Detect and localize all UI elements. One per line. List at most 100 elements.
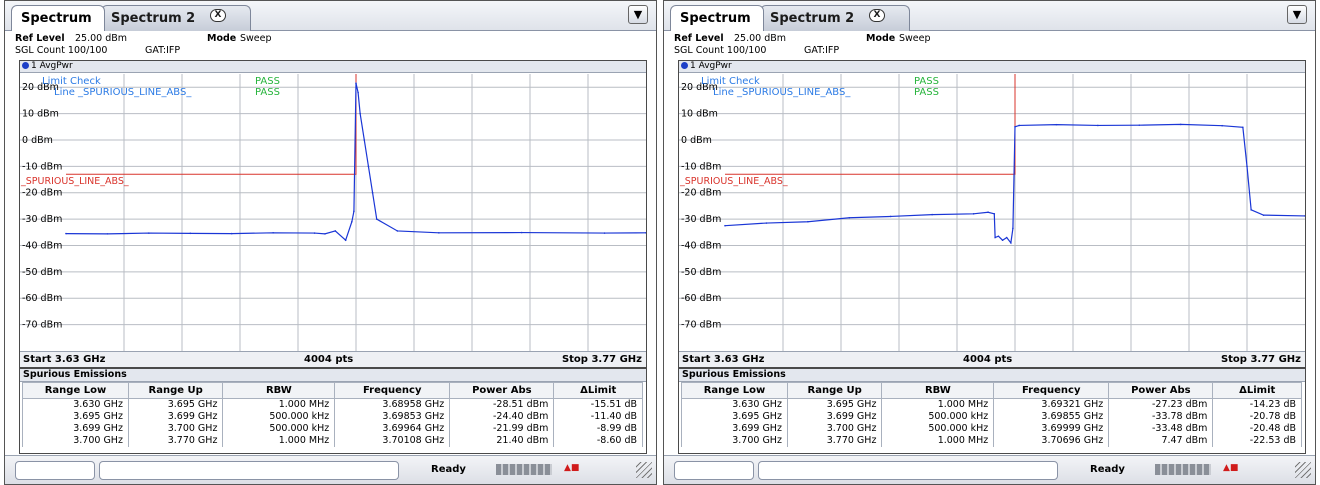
trace-point bbox=[1250, 209, 1252, 211]
table-body: 3.630 GHz 3.695 GHz 1.000 MHz 3.69321 GHz -2… bbox=[681, 398, 1302, 447]
column-header: Power Abs bbox=[449, 382, 555, 399]
limit-line-result: PASS bbox=[914, 87, 939, 98]
table-cell: -20.48 dB bbox=[1212, 422, 1302, 435]
close-icon[interactable]: X bbox=[210, 9, 226, 22]
resize-grip-icon[interactable] bbox=[636, 462, 652, 478]
start-frequency: Start 3.63 GHz bbox=[23, 354, 106, 365]
status-field-1[interactable] bbox=[674, 461, 754, 480]
trace-point bbox=[993, 213, 996, 215]
trace-point bbox=[1304, 215, 1305, 217]
table-cell: 1.000 MHz bbox=[881, 398, 995, 411]
table-body: 3.630 GHz 3.695 GHz 1.000 MHz 3.68958 GHz -2… bbox=[22, 398, 643, 447]
status-text: Ready bbox=[1090, 464, 1125, 475]
spurious-title: Spurious Emissions bbox=[679, 369, 1305, 382]
stop-frequency: Stop 3.77 GHz bbox=[1220, 354, 1301, 365]
y-tick-label: -20 dBm bbox=[22, 188, 62, 199]
tab-spectrum-2[interactable]: Spectrum 2 X bbox=[101, 5, 251, 31]
status-field-1[interactable] bbox=[15, 461, 95, 480]
trace-point bbox=[375, 218, 378, 220]
trace-point bbox=[603, 232, 606, 234]
trace-point bbox=[355, 82, 357, 85]
table-cell: 3.700 GHz bbox=[786, 422, 883, 435]
table-cell: 3.69999 GHz bbox=[993, 422, 1110, 435]
trace-point bbox=[1012, 227, 1014, 230]
measurement-header: Ref Level 25.00 dBm Mode Sweep SGL Count… bbox=[664, 31, 1315, 59]
measurement-header: Ref Level 25.00 dBm Mode Sweep SGL Count… bbox=[5, 31, 656, 59]
table-cell: 3.69964 GHz bbox=[334, 422, 451, 435]
limit-line-name: _SPURIOUS_LINE_ABS_ bbox=[20, 176, 129, 187]
column-header: Range Low bbox=[681, 382, 788, 399]
trace-point bbox=[367, 165, 370, 168]
column-header: Range Up bbox=[786, 382, 883, 399]
y-tick-label: -10 dBm bbox=[681, 161, 721, 172]
table-row: 3.700 GHz 3.770 GHz 1.000 MHz 3.70696 GHz 7.… bbox=[681, 434, 1302, 447]
close-icon[interactable]: X bbox=[869, 9, 885, 22]
column-header: Frequency bbox=[334, 382, 451, 399]
limit-line-result: PASS bbox=[255, 87, 280, 98]
trace-point bbox=[807, 220, 809, 223]
trace-point bbox=[1010, 242, 1012, 244]
table-cell: 3.70108 GHz bbox=[334, 434, 451, 447]
trace-header: 1 AvgPwr bbox=[20, 61, 646, 73]
y-tick-label: 10 dBm bbox=[22, 109, 59, 120]
sweep-points: 4004 pts bbox=[304, 354, 354, 365]
spurious-emissions-table: Spurious Emissions Range Low Range Up RBW F… bbox=[19, 368, 647, 454]
column-header: Frequency bbox=[993, 382, 1110, 399]
y-tick-label: 0 dBm bbox=[22, 135, 53, 146]
y-tick-label: 10 dBm bbox=[681, 109, 718, 120]
table-cell: 3.70696 GHz bbox=[993, 434, 1110, 447]
tab-spectrum[interactable]: Spectrum bbox=[670, 5, 764, 31]
table-cell: -21.99 dBm bbox=[449, 422, 555, 435]
trace-point bbox=[1014, 125, 1016, 128]
trace-label: 1 AvgPwr bbox=[690, 61, 732, 71]
trace-point bbox=[889, 215, 892, 218]
column-header: RBW bbox=[881, 382, 995, 399]
trace-point bbox=[359, 112, 361, 115]
y-tick-label: 20 dBm bbox=[22, 82, 59, 93]
trace-point bbox=[438, 232, 440, 234]
spectrum-plot[interactable]: 1 AvgPwr 20 dBm 10 dBm 0 dBm -10 dBm -20 dBm… bbox=[19, 60, 647, 368]
table-cell: 3.68958 GHz bbox=[334, 398, 451, 411]
trace-point bbox=[1055, 123, 1058, 126]
trace-header: 1 AvgPwr bbox=[679, 61, 1305, 73]
table-header-row: Range Low Range Up RBW Frequency Power Abs ΔL… bbox=[22, 382, 643, 399]
column-header: Range Low bbox=[22, 382, 129, 399]
status-bar: Ready ▲■ bbox=[664, 455, 1315, 484]
table-cell: 3.630 GHz bbox=[22, 398, 129, 411]
status-field-2[interactable] bbox=[99, 461, 399, 480]
status-field-2[interactable] bbox=[758, 461, 1058, 480]
table-cell: 1.000 MHz bbox=[222, 398, 336, 411]
tab-spectrum-2[interactable]: Spectrum 2 X bbox=[760, 5, 910, 31]
table-cell: 3.699 GHz bbox=[681, 422, 788, 435]
resize-grip-icon[interactable] bbox=[1295, 462, 1311, 478]
ref-level-value: 25.00 dBm bbox=[75, 33, 128, 44]
table-header-row: Range Low Range Up RBW Frequency Power Abs ΔL… bbox=[681, 382, 1302, 399]
table-cell: -14.23 dB bbox=[1212, 398, 1302, 411]
limit-line bbox=[725, 74, 1016, 175]
spectrum-panel-right: Spectrum Spectrum 2 X ▼ Ref Level 25.00 … bbox=[663, 0, 1316, 485]
table-cell: 3.699 GHz bbox=[786, 410, 883, 423]
y-tick-label: -50 dBm bbox=[681, 267, 721, 278]
trace-point bbox=[272, 232, 274, 234]
status-bar: Ready ▲■ bbox=[5, 455, 656, 484]
trace-point bbox=[344, 239, 347, 241]
tab-bar: Spectrum Spectrum 2 X ▼ bbox=[5, 1, 656, 31]
table-cell: 3.699 GHz bbox=[22, 422, 129, 435]
y-tick-label: -40 dBm bbox=[22, 240, 62, 251]
column-header: RBW bbox=[222, 382, 336, 399]
tab-spectrum[interactable]: Spectrum bbox=[11, 5, 105, 31]
spectrum-panel-left: Spectrum Spectrum 2 X ▼ Ref Level 25.00 … bbox=[4, 0, 657, 485]
table-cell: 500.000 kHz bbox=[881, 410, 995, 423]
trace-point bbox=[1005, 236, 1008, 239]
y-tick-label: -20 dBm bbox=[681, 188, 721, 199]
spectrum-plot[interactable]: 1 AvgPwr 20 dBm 10 dBm 0 dBm -10 dBm -20 dBm… bbox=[678, 60, 1306, 368]
table-cell: 3.695 GHz bbox=[127, 398, 224, 411]
limit-line-name: _SPURIOUS_LINE_ABS_ bbox=[679, 176, 788, 187]
window-menu-icon[interactable]: ▼ bbox=[628, 5, 648, 24]
trace-point bbox=[997, 235, 1000, 238]
stop-frequency: Stop 3.77 GHz bbox=[561, 354, 642, 365]
column-header: ΔLimit bbox=[553, 382, 643, 399]
window-menu-icon[interactable]: ▼ bbox=[1287, 5, 1307, 24]
trace-point bbox=[1138, 124, 1141, 126]
trace-point bbox=[1097, 124, 1099, 127]
